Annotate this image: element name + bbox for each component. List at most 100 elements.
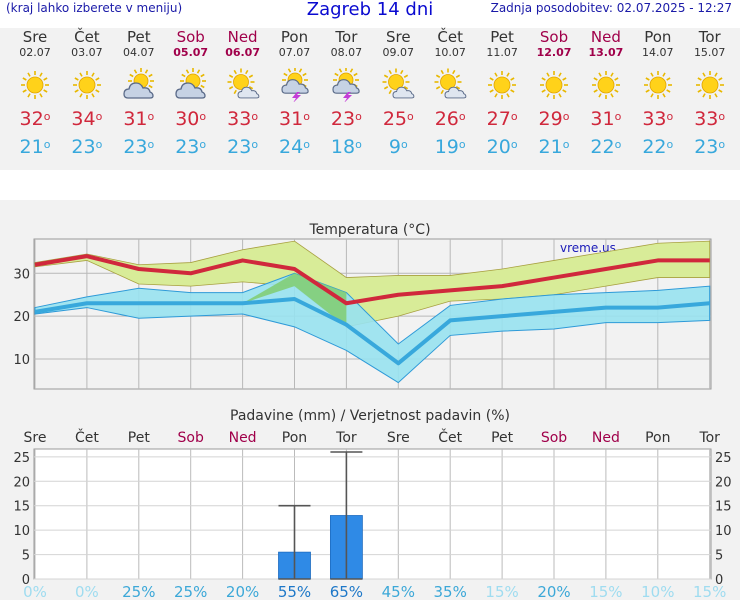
min-temp-value: 23	[175, 136, 199, 158]
sun-icon	[70, 68, 104, 102]
precip-probability: 15%	[485, 583, 518, 600]
sun-icon	[18, 68, 52, 102]
precip-day-label: Sob	[541, 430, 567, 446]
max-temp-value: 33	[642, 108, 666, 130]
day-date: 09.07	[372, 46, 424, 60]
day-date: 02.07	[9, 46, 61, 60]
temperature-chart-title: Temperatura (°C)	[308, 222, 430, 238]
max-temp: 32o	[9, 107, 61, 131]
max-temp: 26o	[424, 107, 476, 131]
max-temp-value: 27	[487, 108, 511, 130]
precip-day-label: Sre	[24, 430, 47, 446]
day-name: Tor	[320, 28, 372, 46]
day-name: Pet	[113, 28, 165, 46]
max-temp-value: 25	[383, 108, 407, 130]
thunderstorm-icon	[278, 68, 312, 102]
page-header: (kraj lahko izberete v meniju) Zagreb 14…	[0, 0, 740, 20]
max-temp-value: 29	[539, 108, 563, 130]
max-temp-value: 31	[279, 108, 303, 130]
sun-icon	[537, 68, 571, 102]
min-temp: 20o	[476, 135, 528, 159]
temperature-y-tick: 10	[13, 353, 30, 368]
day-name: Pon	[632, 28, 684, 46]
day-name: Čet	[61, 28, 113, 46]
max-temp: 23o	[320, 107, 372, 131]
precip-day-label: Ned	[592, 430, 620, 446]
sun-icon	[641, 68, 675, 102]
sun-icon	[693, 68, 727, 102]
max-temp-value: 31	[590, 108, 614, 130]
day-name: Tor	[684, 28, 736, 46]
day-name: Ned	[580, 28, 632, 46]
min-temp-value: 21	[20, 136, 44, 158]
day-name: Sre	[372, 28, 424, 46]
precip-y-tick-right: 25	[715, 451, 732, 466]
min-temp: 23o	[61, 135, 113, 159]
min-temp: 22o	[632, 135, 684, 159]
precip-day-label: Pon	[645, 430, 670, 446]
precip-day-label: Sob	[178, 430, 204, 446]
min-temp: 21o	[528, 135, 580, 159]
min-temp: 9o	[372, 135, 424, 159]
day-date: 08.07	[320, 46, 372, 60]
max-temp: 33o	[684, 107, 736, 131]
min-temp-value: 23	[694, 136, 718, 158]
day-name: Čet	[424, 28, 476, 46]
precip-probability: 15%	[693, 583, 726, 600]
max-temp: 31o	[580, 107, 632, 131]
precip-y-tick-right: 20	[715, 475, 732, 490]
day-date: 14.07	[632, 46, 684, 60]
min-temp-value: 9	[389, 136, 401, 158]
min-temp: 19o	[424, 135, 476, 159]
min-temp-value: 21	[539, 136, 563, 158]
sun-small-cloud-icon	[433, 68, 467, 102]
day-name: Ned	[217, 28, 269, 46]
max-temp-value: 34	[71, 108, 95, 130]
precip-y-tick-right: 5	[715, 549, 723, 564]
min-temp: 23o	[165, 135, 217, 159]
precip-probability: 20%	[537, 583, 570, 600]
precip-day-label: Čet	[75, 428, 99, 446]
precip-probability: 25%	[122, 583, 155, 600]
precip-day-label: Ned	[229, 430, 257, 446]
max-temp: 30o	[165, 107, 217, 131]
day-name: Sob	[165, 28, 217, 46]
day-name: Pet	[476, 28, 528, 46]
precip-y-tick-left: 25	[13, 451, 30, 466]
min-temp: 21o	[9, 135, 61, 159]
max-temp-value: 30	[175, 108, 199, 130]
min-temp-value: 23	[227, 136, 251, 158]
day-date: 06.07	[217, 46, 269, 60]
min-temp: 18o	[320, 135, 372, 159]
precip-probability: 20%	[226, 583, 259, 600]
max-temp-value: 33	[694, 108, 718, 130]
temperature-y-tick: 30	[13, 267, 30, 282]
min-temp-value: 18	[331, 136, 355, 158]
precip-day-label: Tor	[335, 430, 357, 446]
precip-probability: 10%	[641, 583, 674, 600]
min-temp: 23o	[113, 135, 165, 159]
max-temp: 29o	[528, 107, 580, 131]
max-temp-value: 31	[123, 108, 147, 130]
day-name: Pon	[269, 28, 321, 46]
precip-day-label: Čet	[438, 428, 462, 446]
min-temp: 23o	[684, 135, 736, 159]
day-date: 12.07	[528, 46, 580, 60]
precip-y-tick-left: 5	[22, 549, 30, 564]
last-updated: Zadnja posodobitev: 02.07.2025 - 12:27	[491, 1, 732, 15]
precip-day-label: Pet	[491, 430, 514, 446]
